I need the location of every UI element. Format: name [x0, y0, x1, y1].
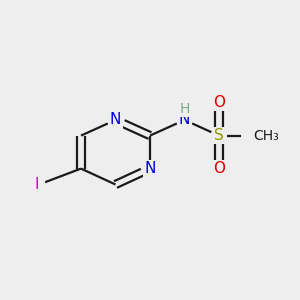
- Text: N: N: [110, 112, 121, 128]
- Text: H: H: [179, 102, 190, 116]
- Text: O: O: [213, 95, 225, 110]
- Text: S: S: [214, 128, 224, 143]
- Text: O: O: [213, 161, 225, 176]
- Text: I: I: [34, 177, 39, 192]
- Text: N: N: [144, 161, 156, 176]
- Text: N: N: [179, 112, 190, 128]
- Text: CH₃: CH₃: [254, 129, 279, 142]
